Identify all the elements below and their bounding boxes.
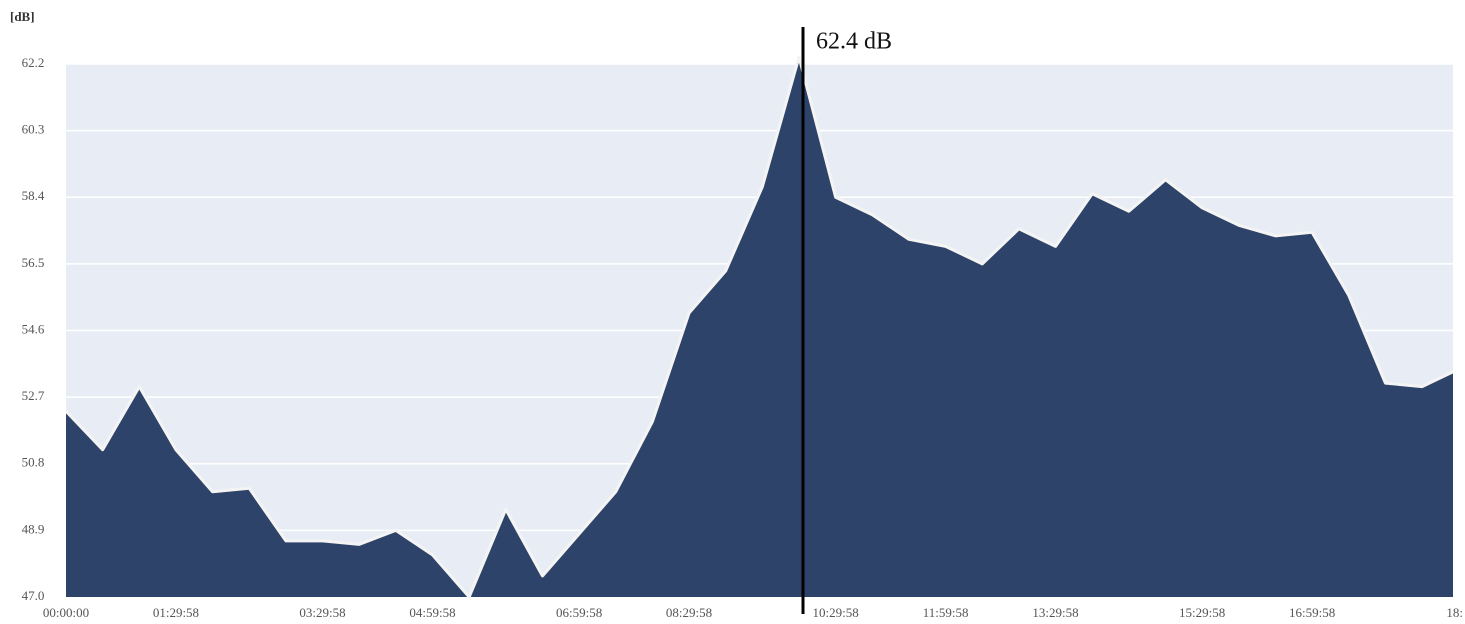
x-tick-label: 06:59:58 — [556, 605, 602, 620]
x-tick-label: 00:00:00 — [43, 605, 89, 620]
x-tick-label: 18: — [1446, 605, 1463, 620]
area — [66, 56, 1453, 597]
y-tick-label: 48.9 — [22, 521, 45, 536]
y-tick-label: 60.3 — [22, 122, 45, 137]
x-tick-label: 10:29:58 — [813, 605, 859, 620]
x-tick-label: 08:29:58 — [666, 605, 712, 620]
y-tick-label: 52.7 — [22, 388, 45, 403]
x-tick-label: 13:29:58 — [1032, 605, 1078, 620]
x-tick-label: 03:29:58 — [299, 605, 345, 620]
y-tick-label: 47.0 — [22, 588, 45, 603]
y-tick-label: 62.2 — [22, 55, 45, 70]
plot-area — [66, 55, 1453, 599]
cursor-label: 62.4 dB — [816, 29, 892, 55]
x-tick-label: 16:59:58 — [1289, 605, 1335, 620]
y-tick-label: 54.6 — [22, 321, 45, 336]
line — [66, 55, 1453, 599]
x-tick-label: 11:59:58 — [923, 605, 969, 620]
y-axis-label: [dB] — [10, 9, 35, 24]
x-tick-label: 01:29:58 — [153, 605, 199, 620]
x-tick-label: 04:59:58 — [409, 605, 455, 620]
y-tick-label: 56.5 — [22, 255, 45, 270]
y-tick-label: 58.4 — [22, 188, 45, 203]
x-tick-label: 15:29:58 — [1179, 605, 1225, 620]
y-tick-label: 50.8 — [22, 455, 45, 470]
